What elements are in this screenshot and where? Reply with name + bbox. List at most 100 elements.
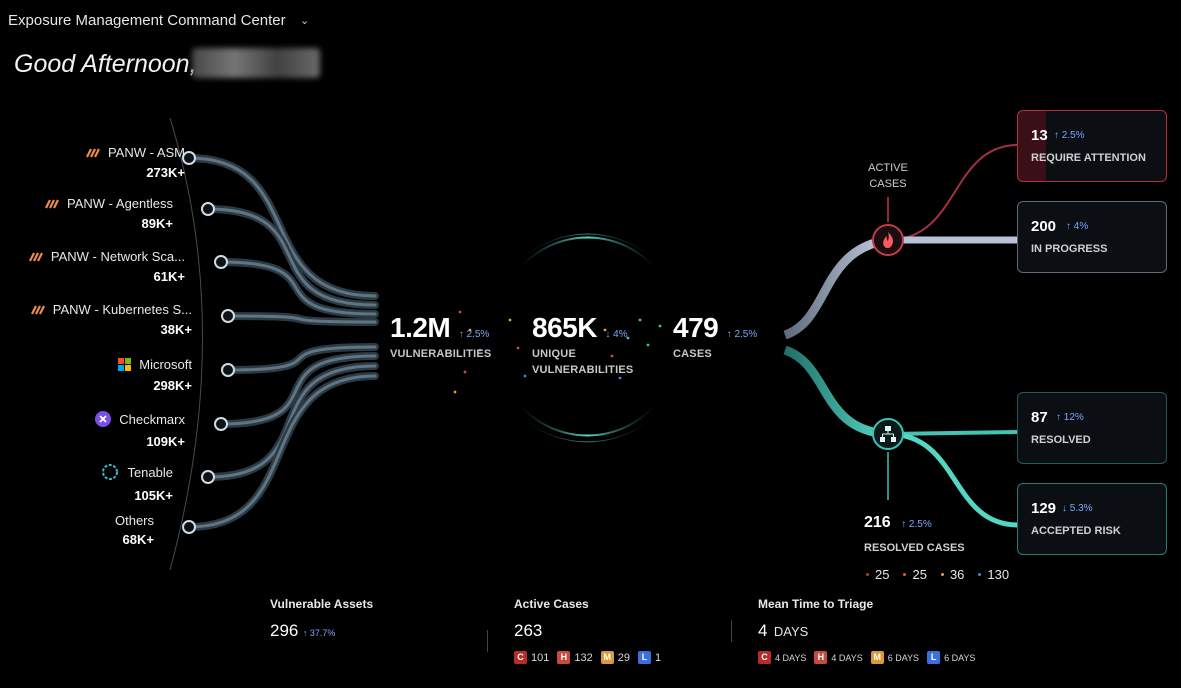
active-cases-title: Active Cases: [514, 597, 589, 611]
unique-vulnerabilities-metric[interactable]: 865K ↓ 4% UNIQUE VULNERABILITIES: [532, 312, 633, 376]
flow-to-resolved: [783, 345, 889, 439]
severity-count: 25: [912, 567, 927, 583]
particle: [603, 328, 607, 332]
active-cases-value: 263: [514, 621, 543, 640]
source-node: [201, 202, 215, 216]
resolved-card[interactable]: 87 ↑ 12% RESOLVED: [1017, 392, 1167, 464]
active-cases-stat[interactable]: Active Cases 263 C 101 H 132 M 29 L 1: [514, 597, 669, 667]
source-item[interactable]: PANW - Agentless 89K+: [45, 196, 173, 231]
source-name-text: PANW - ASM: [107, 145, 185, 160]
source-name: PANW - Kubernetes S...: [30, 302, 192, 318]
active-cases-severity: C 101 H 132 M 29 L 1: [514, 649, 669, 667]
severity-dot: [866, 573, 869, 577]
resolved-label: RESOLVED: [1031, 434, 1091, 446]
panw-logo-icon: [30, 303, 45, 318]
vulnerable-assets-trend: ↑ 37.7%: [302, 628, 336, 638]
severity-badge: L: [927, 651, 941, 665]
particle: [626, 336, 630, 340]
source-name-text: Checkmarx: [119, 411, 185, 427]
vulnerable-assets-stat[interactable]: Vulnerable Assets 296 ↑ 37.7%: [270, 597, 373, 641]
severity-value: 1: [654, 651, 662, 664]
vulnerabilities-trend: ↑ 2.5%: [458, 329, 490, 340]
unique-vulnerabilities-label-2: VULNERABILITIES: [532, 364, 634, 376]
severity-count: 130: [987, 567, 1010, 583]
in-progress-card[interactable]: 200 ↑ 4% IN PROGRESS: [1017, 201, 1167, 273]
source-name: Tenable: [101, 463, 173, 484]
microsoft-logo-icon: [118, 357, 132, 374]
source-item[interactable]: PANW - ASM 273K+: [85, 145, 185, 180]
particle: [523, 374, 527, 378]
cases-trend: ↑ 2.5%: [726, 329, 758, 340]
severity-badge: L: [637, 651, 651, 665]
flow-require-attention: [887, 144, 1019, 241]
active-cases-label-1: ACTIVE: [868, 162, 908, 174]
severity-badge: C: [758, 651, 771, 665]
particle: [618, 376, 622, 380]
source-name-text: Tenable: [127, 464, 173, 480]
flow-accepted-risk: [887, 431, 1019, 528]
divider: [487, 630, 488, 652]
particle: [610, 354, 614, 358]
vulnerabilities-metric[interactable]: 1.2M ↑ 2.5% VULNERABILITIES: [390, 312, 491, 360]
ring-top: [519, 236, 656, 269]
source-item[interactable]: PANW - Kubernetes S... 38K+: [30, 302, 192, 338]
source-item[interactable]: Tenable 105K+: [101, 463, 173, 503]
source-node: [214, 255, 228, 269]
divider: [731, 620, 732, 642]
vulnerabilities-label: VULNERABILITIES: [390, 348, 492, 360]
particle: [658, 324, 662, 328]
flow-resolved: [887, 430, 1019, 436]
source-count: 109K+: [146, 434, 185, 449]
tenable-logo-icon: [101, 463, 119, 484]
require-attention-value: 13: [1031, 127, 1048, 144]
source-item[interactable]: Checkmarx 109K+: [95, 411, 185, 449]
fire-node: [872, 224, 904, 256]
panw-logo-icon: [85, 146, 100, 161]
source-count: 89K+: [141, 216, 173, 232]
accepted-risk-trend: ↓ 5.3%: [1062, 503, 1093, 514]
cases-value: 479: [673, 312, 719, 343]
mean-time-title: Mean Time to Triage: [758, 597, 874, 611]
source-name: Microsoft: [118, 357, 192, 374]
severity-badge: C: [514, 651, 527, 665]
source-name: Checkmarx: [95, 411, 185, 430]
accepted-risk-label: ACCEPTED RISK: [1031, 525, 1121, 537]
severity-value: 4 DAYS: [831, 652, 863, 663]
source-count: 61K+: [153, 269, 185, 285]
unique-vulnerabilities-value: 865K: [532, 312, 597, 343]
resolved-cases-summary[interactable]: 216 ↑ 2.5% RESOLVED CASES 25 25 36 130: [864, 514, 1023, 584]
source-name: PANW - Network Sca...: [28, 249, 185, 265]
require-attention-card[interactable]: 13 ↑ 2.5% REQUIRE ATTENTION: [1017, 110, 1167, 182]
dashboard-title-dropdown[interactable]: Exposure Management Command Center: [8, 12, 286, 29]
active-cases-label-2: CASES: [869, 178, 907, 190]
accepted-risk-card[interactable]: 129 ↓ 5.3% ACCEPTED RISK: [1017, 483, 1167, 555]
source-item[interactable]: Microsoft 298K+: [118, 357, 192, 393]
severity-dot: [903, 573, 907, 577]
severity-value: 4 DAYS: [775, 652, 807, 663]
source-item[interactable]: Others 68K+: [115, 513, 154, 547]
severity-dot: [978, 573, 982, 577]
vulnerabilities-value: 1.2M: [390, 312, 451, 343]
severity-value: 6 DAYS: [944, 652, 976, 663]
source-name: Others: [115, 513, 154, 528]
source-name: PANW - ASM: [85, 145, 185, 161]
source-flow-core: [219, 260, 377, 316]
source-name-text: Others: [114, 513, 154, 528]
resolved-cases-value: 216: [864, 514, 891, 531]
cases-metric[interactable]: 479 ↑ 2.5% CASES: [673, 312, 757, 360]
source-name-text: Microsoft: [139, 357, 192, 372]
source-flow-core: [219, 354, 377, 426]
vulnerable-assets-title: Vulnerable Assets: [270, 597, 374, 611]
checkmarx-logo-icon: [95, 411, 112, 430]
particle: [453, 390, 457, 394]
source-count: 38K+: [160, 322, 192, 338]
particle: [646, 343, 650, 347]
source-item[interactable]: PANW - Network Sca... 61K+: [28, 249, 185, 285]
fire-icon: [883, 232, 893, 249]
chevron-down-icon[interactable]: ⌄: [300, 15, 310, 27]
in-progress-label: IN PROGRESS: [1031, 243, 1108, 255]
resolved-cases-label: RESOLVED CASES: [864, 542, 965, 554]
severity-value: 6 DAYS: [887, 652, 920, 663]
source-node: [182, 151, 196, 165]
